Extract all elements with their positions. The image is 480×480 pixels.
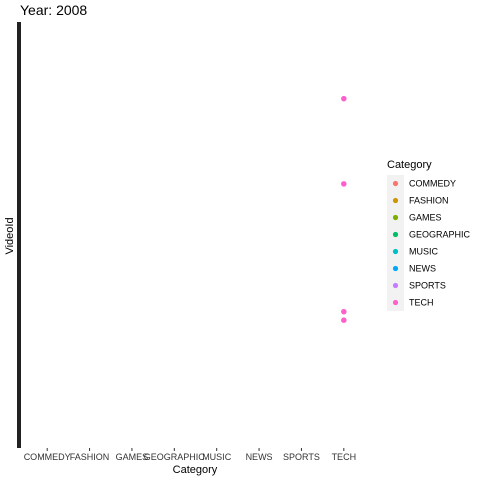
data-point [341, 95, 347, 102]
legend-key-dot [392, 231, 399, 238]
data-point [341, 181, 347, 187]
data-point [341, 317, 347, 324]
legend-key-dot [392, 265, 399, 272]
x-tick-label: TECH [332, 452, 357, 462]
legend-label: COMMEDY [409, 179, 456, 189]
x-tick-label: MUSIC [202, 452, 232, 462]
legend-label: FASHION [409, 196, 449, 206]
legend-label: MUSIC [409, 247, 439, 257]
data-points [341, 95, 347, 324]
x-tick-label: SPORTS [283, 452, 320, 462]
legend-title: Category [387, 159, 432, 171]
legend-key-dot [392, 299, 399, 306]
x-tick-label: FASHION [70, 452, 110, 462]
legend-key-dot [392, 180, 399, 187]
legend: Category COMMEDY FASHION GAMES GEOGRAPHIC MU… [387, 159, 471, 311]
legend-label: GAMES [409, 213, 442, 223]
legend-key-dot [392, 197, 399, 204]
y-axis-title: VideoId [4, 217, 16, 254]
x-tick-label: GEOGRAPHIC [144, 452, 206, 462]
legend-items: COMMEDY FASHION GAMES GEOGRAPHIC MUSIC NEWS SP… [387, 175, 471, 311]
chart-title: Year: 2008 [20, 2, 87, 18]
legend-key-dot [392, 214, 399, 221]
x-tick-label: NEWS [246, 452, 273, 462]
legend-key-dot [392, 282, 399, 289]
x-axis-title: Category [173, 464, 218, 476]
legend-label: SPORTS [409, 281, 446, 291]
data-point [341, 308, 347, 315]
legend-label: TECH [409, 298, 434, 308]
legend-label: GEOGRAPHIC [409, 230, 471, 240]
x-tick-label: COMMEDY [24, 452, 71, 462]
x-tick-label: GAMES [116, 452, 149, 462]
legend-key-dot [392, 248, 399, 255]
legend-label: NEWS [409, 264, 436, 274]
